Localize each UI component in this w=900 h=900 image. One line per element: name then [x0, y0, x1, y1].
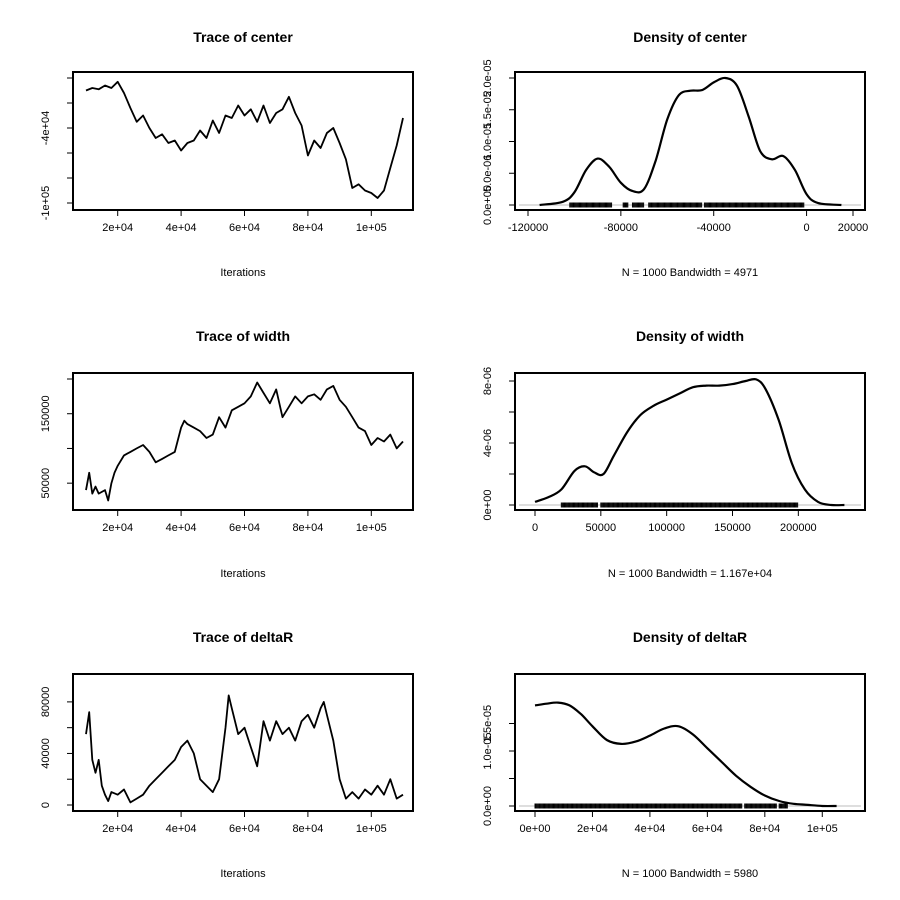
x-tick-label: 200000 [780, 522, 817, 534]
panel-title: Trace of center [193, 29, 293, 45]
x-tick-label: 1e+05 [356, 222, 387, 234]
density-curve [539, 76, 842, 207]
x-tick-label: 1e+05 [356, 522, 387, 534]
y-tick-label: 4e-06 [482, 429, 494, 457]
x-tick-label: 100000 [648, 522, 685, 534]
x-tick-label: 2e+04 [102, 222, 133, 234]
x-tick-label: 8e+04 [292, 823, 323, 835]
x-tick-label: 0 [804, 222, 810, 234]
y-tick-label: 80000 [40, 687, 52, 718]
panel-title: Density of deltaR [633, 629, 747, 645]
y-tick-label: -4e+04 [40, 111, 52, 146]
panel-3: Trace of width 2e+04 4e+04 6e+04 8e+04 1e+05 5… [40, 328, 414, 580]
x-tick-label: 20000 [838, 222, 869, 234]
y-tick-label: -1e+05 [40, 186, 52, 221]
x-tick-label: -80000 [604, 222, 638, 234]
panel-2: Density of center -120000 -80000 -40000 0 200… [482, 29, 868, 279]
x-tick-label: 2e+04 [102, 823, 133, 835]
y-tick-label: 1.0e-05 [482, 732, 494, 769]
density-curve [534, 701, 837, 808]
x-tick-label: 1e+05 [356, 823, 387, 835]
x-tick-label: 0 [532, 522, 538, 534]
x-tick-label: 6e+04 [229, 522, 260, 534]
x-tick-label: 4e+04 [634, 823, 665, 835]
x-tick-label: 4e+04 [166, 522, 197, 534]
y-tick-label: 1.5e-05 [482, 705, 494, 742]
x-tick-label: 50000 [586, 522, 617, 534]
x-tick-label: 4e+04 [166, 222, 197, 234]
y-tick-label: 0.0e+00 [482, 786, 494, 826]
x-tick-label: 6e+04 [229, 823, 260, 835]
x-tick-label: 2e+04 [577, 823, 608, 835]
plot-frame [514, 372, 866, 511]
y-tick-label: 0 [40, 802, 52, 808]
x-tick-label: 8e+04 [749, 823, 780, 835]
x-axis-label: N = 1000 Bandwidth = 4971 [622, 267, 758, 279]
x-axis-label: N = 1000 Bandwidth = 5980 [622, 868, 758, 880]
x-tick-label: 2e+04 [102, 522, 133, 534]
x-axis-label: N = 1000 Bandwidth = 1.167e+04 [608, 568, 772, 580]
panel-5: Trace of deltaR 2e+04 4e+04 6e+04 8e+04 1e+05… [40, 629, 414, 880]
x-tick-label: -120000 [508, 222, 548, 234]
x-axis-label: Iterations [220, 868, 266, 880]
y-tick-label: 150000 [40, 395, 52, 432]
x-tick-label: 8e+04 [292, 222, 323, 234]
x-tick-label: 0e+00 [520, 823, 551, 835]
y-tick-label: 1.5e-05 [482, 91, 494, 128]
x-tick-label: 6e+04 [692, 823, 723, 835]
x-tick-label: 1e+05 [807, 823, 838, 835]
y-tick-label: 0e+00 [482, 490, 494, 521]
x-tick-label: 8e+04 [292, 522, 323, 534]
trace-line [85, 381, 404, 502]
x-tick-label: -40000 [697, 222, 731, 234]
trace-line [85, 694, 404, 804]
y-tick-label: 0.0e+00 [482, 185, 494, 225]
x-tick-label: 6e+04 [229, 222, 260, 234]
x-tick-label: 150000 [714, 522, 751, 534]
panel-6: Density of deltaR 0e+00 2e+04 4e+04 6e+04 8e+… [482, 629, 866, 880]
y-tick-label: 5.0e-06 [482, 155, 494, 192]
panel-title: Trace of deltaR [193, 629, 293, 645]
y-tick-label: 2.0e-05 [482, 59, 494, 96]
panel-1: Trace of center 2e+04 4e+04 6e+04 8e+04 1e+05… [40, 29, 414, 279]
y-tick-label: 50000 [40, 468, 52, 499]
y-tick-label: 8e-06 [482, 367, 494, 395]
y-tick-label: 40000 [40, 738, 52, 769]
panel-title: Density of width [636, 328, 744, 344]
x-axis-label: Iterations [220, 568, 266, 580]
panel-title: Trace of width [196, 328, 290, 344]
trace-line [85, 80, 404, 199]
panel-4: Density of width 0 50000 100000 150000 200000… [482, 328, 866, 580]
x-tick-label: 4e+04 [166, 823, 197, 835]
density-curve [534, 377, 845, 507]
y-tick-label: 1.0e-05 [482, 123, 494, 160]
plot-frame [514, 673, 866, 812]
plot-frame [72, 372, 414, 511]
x-axis-label: Iterations [220, 267, 266, 279]
panel-title: Density of center [633, 29, 747, 45]
plot-frame [514, 71, 866, 211]
